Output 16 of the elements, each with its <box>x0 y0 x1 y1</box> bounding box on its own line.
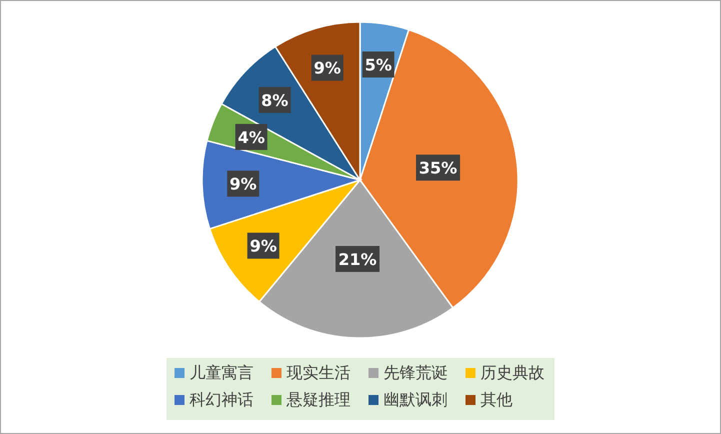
data-label: 9% <box>230 174 257 194</box>
data-label: 4% <box>238 128 265 147</box>
data-label: 8% <box>261 90 288 110</box>
legend-label: 其他 <box>480 390 512 409</box>
legend-label: 科幻神话 <box>190 390 254 409</box>
legend-label: 儿童寓言 <box>190 363 254 382</box>
data-label: 9% <box>314 58 341 78</box>
data-label: 9% <box>250 236 277 256</box>
legend-label: 先锋荒诞 <box>384 363 448 382</box>
legend-label: 现实生活 <box>286 363 350 382</box>
data-label: 21% <box>338 250 377 269</box>
data-label: 5% <box>364 56 392 75</box>
legend-label: 历史典故 <box>480 363 544 382</box>
data-label: 35% <box>418 158 458 178</box>
legend-label: 幽默讽刺 <box>384 390 448 409</box>
legend-label: 悬疑推理 <box>286 390 350 409</box>
